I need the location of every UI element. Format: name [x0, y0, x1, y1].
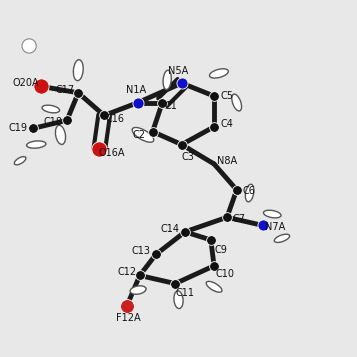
Ellipse shape [130, 286, 146, 294]
Text: C4: C4 [221, 119, 233, 129]
Text: F12A: F12A [116, 313, 141, 323]
Ellipse shape [26, 141, 46, 148]
Text: C19: C19 [9, 124, 28, 134]
Text: C6: C6 [242, 186, 255, 196]
Text: N8A: N8A [217, 156, 237, 166]
Ellipse shape [232, 94, 242, 111]
Text: C3: C3 [182, 152, 195, 162]
Text: N7A: N7A [265, 222, 285, 232]
Ellipse shape [210, 69, 228, 78]
Ellipse shape [263, 210, 281, 218]
Ellipse shape [174, 291, 183, 308]
Ellipse shape [14, 157, 26, 165]
Text: C12: C12 [118, 267, 137, 277]
Ellipse shape [132, 127, 154, 142]
Text: C5: C5 [221, 91, 233, 101]
Text: C17: C17 [55, 85, 74, 95]
Text: C10: C10 [216, 269, 235, 279]
Ellipse shape [74, 60, 83, 81]
Text: C2: C2 [132, 130, 146, 140]
Ellipse shape [245, 184, 254, 202]
Text: C11: C11 [176, 288, 195, 298]
Text: C7: C7 [233, 214, 246, 224]
Text: N1A: N1A [126, 85, 146, 95]
Circle shape [22, 39, 36, 53]
Ellipse shape [163, 70, 171, 90]
Text: C14: C14 [161, 223, 180, 233]
Text: C18: C18 [44, 117, 63, 127]
Text: O16A: O16A [98, 148, 125, 158]
Ellipse shape [206, 281, 222, 292]
Text: N5A: N5A [168, 66, 188, 76]
Text: O20A: O20A [12, 78, 39, 88]
Text: C13: C13 [132, 246, 151, 256]
Ellipse shape [42, 105, 60, 113]
Text: C9: C9 [214, 245, 227, 255]
Ellipse shape [274, 234, 290, 242]
Text: C1: C1 [165, 101, 178, 111]
Ellipse shape [55, 125, 66, 145]
Text: C16: C16 [106, 114, 125, 124]
